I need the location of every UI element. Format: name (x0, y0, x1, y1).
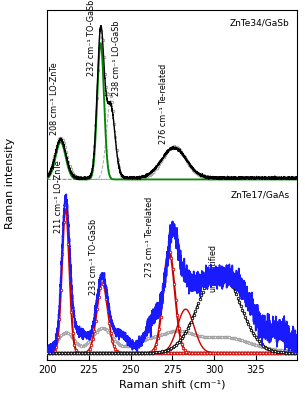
Text: 238 cm⁻¹ LO-GaSb: 238 cm⁻¹ LO-GaSb (112, 21, 121, 96)
X-axis label: Raman shift (cm⁻¹): Raman shift (cm⁻¹) (119, 379, 226, 389)
Text: unidentified: unidentified (209, 244, 218, 292)
Text: 208 cm⁻¹ LO-ZnTe: 208 cm⁻¹ LO-ZnTe (50, 62, 59, 135)
Text: 211 cm⁻¹ LO-ZnTe: 211 cm⁻¹ LO-ZnTe (54, 161, 63, 233)
Text: ZnTe34/GaSb: ZnTe34/GaSb (230, 19, 290, 28)
Text: 233 cm⁻¹ TO-GaSb: 233 cm⁻¹ TO-GaSb (89, 219, 98, 295)
Text: ZnTe17/GaAs: ZnTe17/GaAs (231, 190, 290, 199)
Text: 273 cm⁻¹ Te-related: 273 cm⁻¹ Te-related (145, 197, 154, 277)
Text: Raman intensity: Raman intensity (5, 138, 15, 229)
Text: 276 cm⁻¹ Te-related: 276 cm⁻¹ Te-related (159, 63, 168, 144)
Text: 232 cm⁻¹ TO-GaSb: 232 cm⁻¹ TO-GaSb (87, 0, 96, 76)
